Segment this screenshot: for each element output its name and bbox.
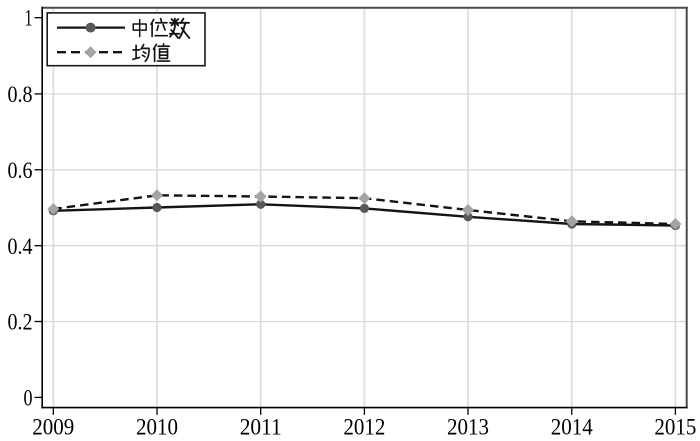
svg-text:0.4: 0.4 <box>8 234 33 259</box>
svg-text:0.6: 0.6 <box>8 158 33 183</box>
svg-text:2013: 2013 <box>447 415 489 440</box>
svg-text:2010: 2010 <box>136 415 178 440</box>
svg-text:1: 1 <box>25 6 33 31</box>
svg-text:0: 0 <box>24 385 33 410</box>
svg-text:2011: 2011 <box>240 415 282 440</box>
svg-text:0.2: 0.2 <box>8 310 33 335</box>
svg-text:2014: 2014 <box>551 415 593 440</box>
svg-text:0.8: 0.8 <box>8 82 33 107</box>
svg-text:2015: 2015 <box>654 415 696 440</box>
svg-text:2009: 2009 <box>32 415 74 440</box>
svg-text:2012: 2012 <box>343 415 385 440</box>
